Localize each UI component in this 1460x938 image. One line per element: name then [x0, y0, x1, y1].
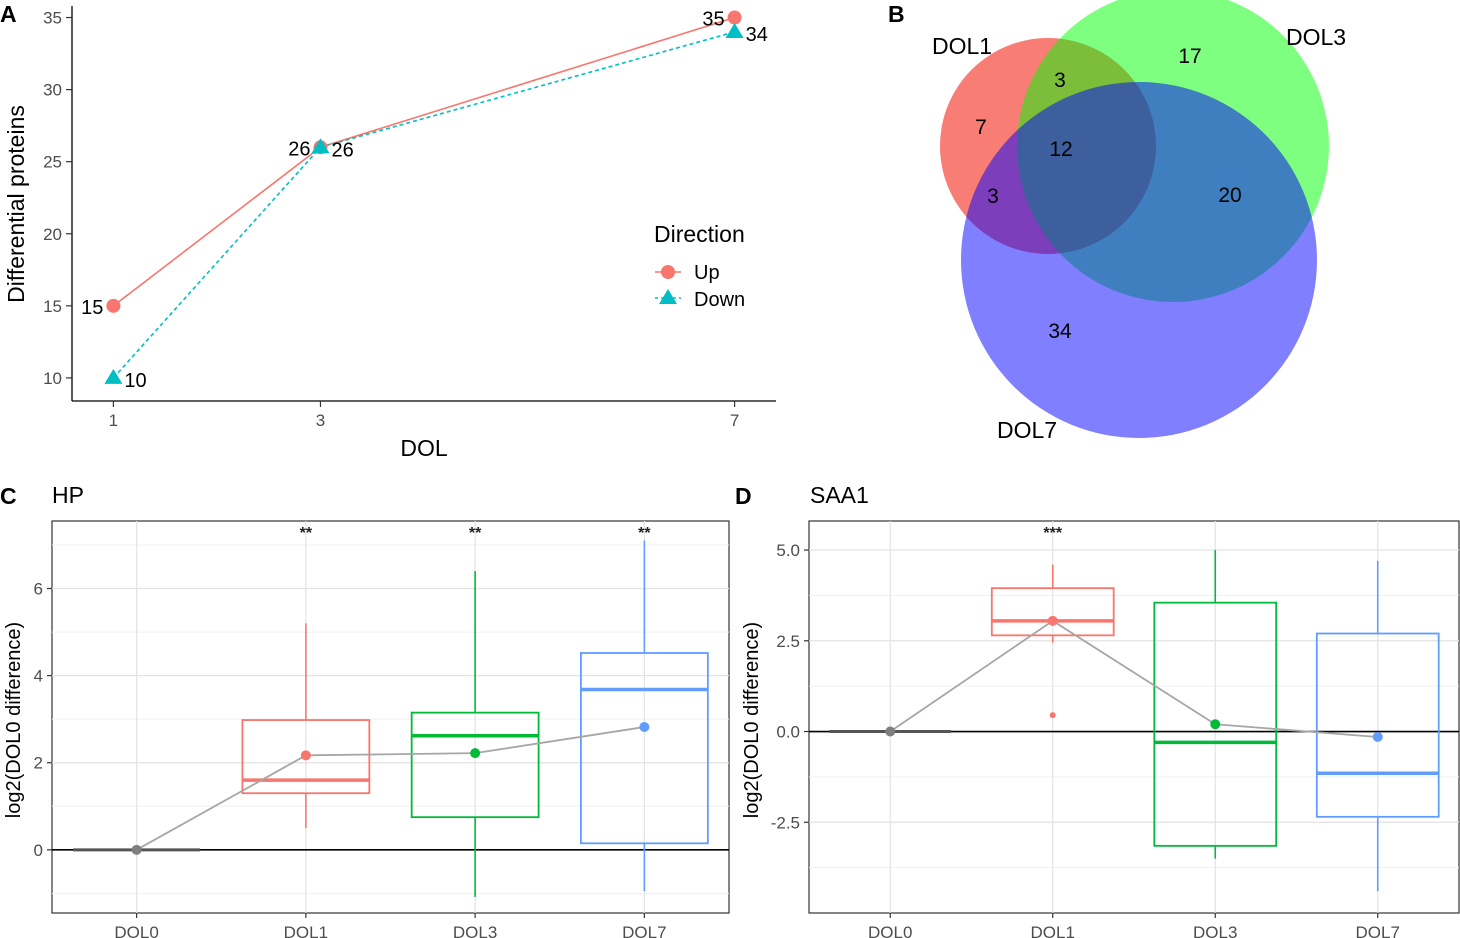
venn-count-dol7-only: 34	[1048, 320, 1072, 343]
box-dol3	[410, 711, 540, 819]
x-tick-label: DOL3	[453, 923, 497, 938]
venn-count-dol1-dol7: 3	[987, 185, 999, 208]
box-dol7	[580, 652, 709, 845]
y-tick-label: 0.0	[776, 723, 800, 742]
box-dol7	[1315, 632, 1440, 818]
x-tick-label: DOL7	[622, 923, 666, 938]
legend-down-marker	[659, 289, 677, 304]
venn-count-dol1-only: 7	[975, 116, 987, 139]
panel-d-box-plot: SAA1 log2(DOL0 difference) 5.0 2.5 0.0 -2.5…	[741, 482, 1460, 938]
panel-b-venn-diagram: DOL1 DOL3 DOL7 7 17 34 3 3 20 12	[932, 0, 1346, 443]
x-tick-label: 7	[730, 411, 739, 430]
mean-point-dol3	[470, 748, 481, 759]
y-tick-label: 6	[34, 580, 43, 599]
y-tick-label: 20	[43, 225, 62, 244]
venn-count-dol3-only: 17	[1178, 45, 1201, 68]
plot-frame	[51, 520, 730, 914]
legend-up-label: Up	[694, 262, 720, 284]
panel-c-title: HP	[52, 482, 84, 508]
x-tick-label: DOL0	[114, 923, 158, 938]
panel-label-a: A	[0, 1, 17, 27]
venn-count-dol1-dol3: 3	[1054, 69, 1066, 92]
panel-a-legend: Direction Up Down	[654, 221, 745, 311]
plot-frame	[808, 520, 1460, 914]
data-label-down: 34	[746, 24, 768, 46]
mean-point-dol3	[1210, 719, 1221, 730]
data-point-down	[104, 368, 123, 384]
significance-marker: **	[469, 525, 482, 542]
y-tick-label: 10	[43, 369, 62, 388]
significance-marker: **	[300, 525, 313, 542]
panel-label-b: B	[888, 1, 905, 27]
venn-set-label-dol1: DOL1	[932, 33, 992, 59]
venn-circle-dol7	[961, 82, 1317, 438]
mean-point-dol1	[1047, 615, 1058, 626]
mean-trend-line	[136, 726, 645, 851]
y-tick-label: 2.5	[776, 632, 800, 651]
venn-count-all: 12	[1049, 138, 1072, 161]
x-tick-label: DOL1	[284, 923, 328, 938]
mean-point-dol0	[131, 844, 142, 855]
data-label-down: 10	[124, 370, 146, 392]
data-point-up	[106, 298, 121, 313]
x-tick-label: DOL0	[868, 923, 912, 938]
series-line-down	[112, 31, 735, 379]
y-tick-label: 2	[34, 754, 43, 773]
y-tick-label: -2.5	[771, 813, 800, 832]
panel-label-d: D	[735, 483, 752, 509]
significance-marker: **	[638, 525, 651, 542]
y-tick-label: 25	[43, 153, 62, 172]
x-tick-label: 1	[109, 411, 118, 430]
mean-trend-line	[889, 619, 1378, 738]
panel-label-c: C	[0, 483, 17, 509]
mean-point-dol0	[885, 726, 896, 737]
y-tick-label: 15	[43, 297, 62, 316]
data-label-up: 26	[288, 138, 310, 160]
legend-down-label: Down	[694, 289, 745, 311]
y-tick-label: 35	[43, 9, 62, 28]
box-dol1	[990, 587, 1115, 637]
y-tick-label: 5.0	[776, 541, 800, 560]
data-point-up	[727, 10, 742, 25]
data-label-up: 35	[702, 9, 724, 31]
box-dol3	[1153, 601, 1278, 847]
y-tick-label: 0	[34, 841, 43, 860]
legend-title: Direction	[654, 221, 745, 247]
y-tick-label: 30	[43, 81, 62, 100]
panel-a-y-axis-title: Differential proteins	[3, 105, 29, 303]
mean-point-dol1	[300, 750, 311, 761]
legend-up-marker	[661, 265, 675, 279]
y-tick-label: 4	[34, 667, 43, 686]
panel-a-line-chart: DOL Differential proteins 10 15 20 25 30 35 1 3…	[3, 6, 776, 461]
x-tick-label: 3	[316, 411, 325, 430]
data-label-up: 15	[81, 297, 103, 319]
panel-d-y-axis-title: log2(DOL0 difference)	[741, 622, 763, 818]
panel-c-box-plot: HP log2(DOL0 difference) 0 2 4 6 DOL0 DOL1 DOL…	[3, 482, 730, 938]
venn-set-label-dol3: DOL3	[1286, 24, 1346, 50]
x-tick-label: DOL7	[1356, 923, 1400, 938]
outlier-point	[1049, 712, 1056, 719]
panel-d-title: SAA1	[810, 482, 869, 508]
mean-point-dol7	[1372, 731, 1383, 742]
x-tick-label: DOL3	[1193, 923, 1237, 938]
x-tick-label: DOL1	[1031, 923, 1075, 938]
box-dol1	[241, 719, 371, 795]
panel-c-y-axis-title: log2(DOL0 difference)	[3, 622, 25, 818]
data-point-down	[311, 138, 330, 154]
panel-a-x-axis-title: DOL	[400, 435, 448, 461]
mean-point-dol7	[639, 722, 650, 733]
series-line-up	[112, 16, 735, 307]
venn-set-label-dol7: DOL7	[997, 417, 1057, 443]
data-label-down: 26	[331, 139, 353, 161]
significance-marker: ***	[1043, 525, 1062, 542]
data-point-down	[725, 22, 744, 38]
venn-count-dol3-dol7: 20	[1218, 184, 1241, 207]
